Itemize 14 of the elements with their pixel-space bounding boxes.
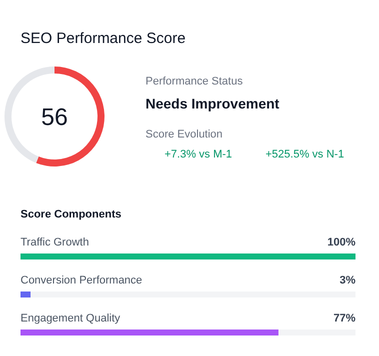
text: +525.5% vs N-1 (266, 148, 344, 160)
data-label: 77% (333, 312, 356, 324)
chart-title: SEO Performance Score (20, 30, 186, 47)
y-tick-label: Traffic Growth (20, 236, 89, 248)
data-label: 100% (327, 236, 356, 248)
y-tick-label: Engagement Quality (20, 312, 121, 324)
text: Performance Status (146, 76, 244, 88)
text: Score Evolution (146, 128, 223, 140)
y-tick-label: Conversion Performance (20, 274, 142, 286)
text: 56 (41, 104, 68, 131)
text: Needs Improvement (146, 96, 280, 112)
data-label: 3% (340, 274, 356, 286)
text: +7.3% vs M-1 (164, 148, 232, 160)
chart-title: Score Components (20, 208, 122, 220)
